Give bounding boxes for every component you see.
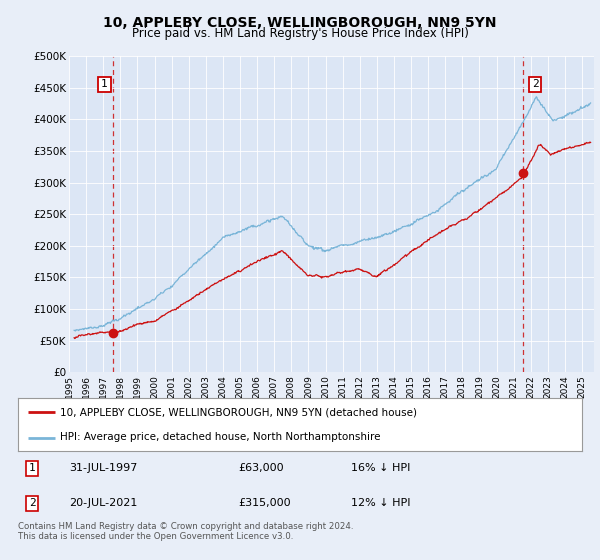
Text: Price paid vs. HM Land Registry's House Price Index (HPI): Price paid vs. HM Land Registry's House … xyxy=(131,27,469,40)
Text: 2: 2 xyxy=(532,80,538,90)
Text: Contains HM Land Registry data © Crown copyright and database right 2024.
This d: Contains HM Land Registry data © Crown c… xyxy=(18,522,353,542)
Text: £315,000: £315,000 xyxy=(238,498,290,508)
Text: 20-JUL-2021: 20-JUL-2021 xyxy=(69,498,137,508)
Text: HPI: Average price, detached house, North Northamptonshire: HPI: Average price, detached house, Nort… xyxy=(60,432,381,442)
Text: 16% ↓ HPI: 16% ↓ HPI xyxy=(351,464,410,473)
Text: 2: 2 xyxy=(29,498,35,508)
Text: 1: 1 xyxy=(101,80,108,90)
Text: 12% ↓ HPI: 12% ↓ HPI xyxy=(351,498,410,508)
Text: 31-JUL-1997: 31-JUL-1997 xyxy=(69,464,137,473)
Text: £63,000: £63,000 xyxy=(238,464,284,473)
Text: 10, APPLEBY CLOSE, WELLINGBOROUGH, NN9 5YN: 10, APPLEBY CLOSE, WELLINGBOROUGH, NN9 5… xyxy=(103,16,497,30)
Text: 1: 1 xyxy=(29,464,35,473)
Text: 10, APPLEBY CLOSE, WELLINGBOROUGH, NN9 5YN (detached house): 10, APPLEBY CLOSE, WELLINGBOROUGH, NN9 5… xyxy=(60,408,418,418)
